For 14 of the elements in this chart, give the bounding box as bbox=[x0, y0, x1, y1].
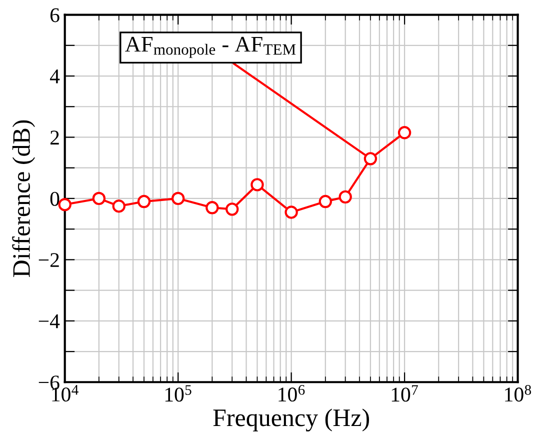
y-tick-label: 6 bbox=[50, 8, 60, 22]
y-tick-label: −6 bbox=[38, 376, 60, 390]
y-tick-label: −4 bbox=[38, 314, 60, 328]
y-tick-label: 2 bbox=[50, 130, 59, 144]
text: AF$_{monopole}$ - AF$_{TEM}$ bbox=[125, 36, 296, 58]
x-tick-label: 10$^{8}$ bbox=[505, 385, 532, 402]
x-tick-label: 10$^{6}$ bbox=[278, 385, 305, 402]
x-tick-label: 10$^{7}$ bbox=[392, 385, 418, 402]
y-tick-label: −2 bbox=[38, 253, 59, 267]
y-axis-title: Difference (dB) bbox=[12, 120, 36, 277]
x-tick-label: 10$^{5}$ bbox=[165, 385, 192, 402]
y-tick-label: 0 bbox=[50, 192, 60, 206]
x-axis-title: Frequency (Hz) bbox=[213, 408, 369, 432]
y-tick-label: 4 bbox=[50, 70, 60, 84]
